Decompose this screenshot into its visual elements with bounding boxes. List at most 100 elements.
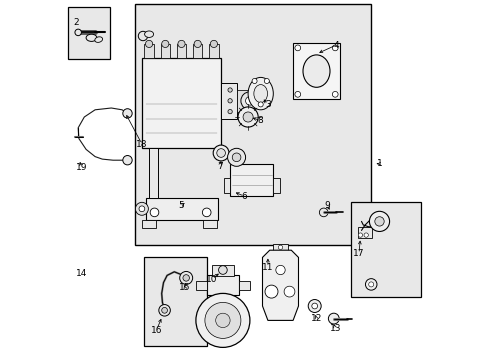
Circle shape xyxy=(275,265,285,275)
Text: 5: 5 xyxy=(178,201,184,210)
Circle shape xyxy=(238,107,258,127)
Ellipse shape xyxy=(253,85,267,103)
Circle shape xyxy=(258,102,263,107)
Circle shape xyxy=(251,78,257,84)
Bar xyxy=(144,44,153,58)
Circle shape xyxy=(159,305,170,316)
Circle shape xyxy=(264,285,277,298)
Circle shape xyxy=(311,303,317,309)
Circle shape xyxy=(374,217,384,226)
Bar xyxy=(145,198,217,220)
Ellipse shape xyxy=(303,55,329,87)
Bar xyxy=(273,244,287,251)
Circle shape xyxy=(294,45,300,51)
Circle shape xyxy=(332,91,337,97)
Text: 4: 4 xyxy=(333,41,338,50)
Text: 6: 6 xyxy=(241,192,247,201)
Circle shape xyxy=(204,302,241,338)
Bar xyxy=(273,178,279,193)
Bar xyxy=(203,220,217,228)
Bar xyxy=(230,164,273,196)
Bar xyxy=(239,281,249,290)
Circle shape xyxy=(227,88,232,92)
Circle shape xyxy=(218,266,227,274)
Bar xyxy=(237,90,247,112)
Text: 2: 2 xyxy=(73,18,79,27)
Text: 15: 15 xyxy=(179,284,190,292)
Circle shape xyxy=(319,208,327,217)
Circle shape xyxy=(227,148,245,166)
Circle shape xyxy=(122,156,132,165)
Circle shape xyxy=(150,208,159,217)
Circle shape xyxy=(162,40,168,48)
Circle shape xyxy=(138,31,147,41)
Circle shape xyxy=(162,307,167,313)
Text: 18: 18 xyxy=(136,140,147,149)
Text: 12: 12 xyxy=(310,314,322,323)
Circle shape xyxy=(307,300,321,312)
Text: 3: 3 xyxy=(264,100,270,109)
Bar xyxy=(196,281,206,290)
Ellipse shape xyxy=(144,31,153,37)
Circle shape xyxy=(210,40,217,48)
Text: 7: 7 xyxy=(217,162,223,171)
Circle shape xyxy=(227,109,232,114)
Bar xyxy=(193,44,202,58)
Circle shape xyxy=(294,91,300,97)
Circle shape xyxy=(139,206,144,212)
Bar xyxy=(160,44,170,58)
Circle shape xyxy=(215,313,230,328)
Circle shape xyxy=(358,233,362,237)
Bar xyxy=(292,43,339,99)
Text: 14: 14 xyxy=(76,269,87,278)
Bar xyxy=(223,178,230,193)
Bar xyxy=(357,227,371,238)
Circle shape xyxy=(75,29,81,36)
Circle shape xyxy=(284,286,294,297)
Circle shape xyxy=(368,282,373,287)
Circle shape xyxy=(135,202,148,215)
Bar xyxy=(177,44,186,58)
Circle shape xyxy=(243,112,253,122)
Circle shape xyxy=(202,208,211,217)
Text: 19: 19 xyxy=(76,163,87,172)
Circle shape xyxy=(196,293,249,347)
Text: 9: 9 xyxy=(324,201,329,210)
Bar xyxy=(206,275,239,295)
Bar xyxy=(212,265,233,276)
Circle shape xyxy=(145,40,152,48)
Text: 1: 1 xyxy=(377,159,382,168)
Bar xyxy=(221,83,237,119)
Circle shape xyxy=(328,313,339,324)
Bar xyxy=(142,58,221,148)
Circle shape xyxy=(368,211,389,231)
Circle shape xyxy=(227,99,232,103)
Ellipse shape xyxy=(95,37,102,42)
Polygon shape xyxy=(262,250,298,320)
Circle shape xyxy=(216,149,225,157)
Circle shape xyxy=(232,153,241,162)
Bar xyxy=(149,148,158,198)
Circle shape xyxy=(332,45,337,51)
Circle shape xyxy=(194,40,201,48)
Circle shape xyxy=(264,78,269,84)
Circle shape xyxy=(363,233,367,237)
Bar xyxy=(209,44,218,58)
Ellipse shape xyxy=(86,34,97,41)
Text: 8: 8 xyxy=(257,116,263,125)
Circle shape xyxy=(213,145,228,161)
Bar xyxy=(134,4,370,245)
Circle shape xyxy=(179,271,192,284)
Circle shape xyxy=(278,245,282,249)
Text: 17: 17 xyxy=(352,249,364,258)
Circle shape xyxy=(183,275,189,281)
Circle shape xyxy=(122,109,132,118)
Text: 16: 16 xyxy=(150,326,162,335)
Circle shape xyxy=(365,279,376,290)
Text: 10: 10 xyxy=(206,275,218,284)
Circle shape xyxy=(241,92,258,110)
Circle shape xyxy=(245,96,254,105)
Circle shape xyxy=(178,40,185,48)
Text: 11: 11 xyxy=(262,263,273,272)
Bar xyxy=(143,257,206,346)
